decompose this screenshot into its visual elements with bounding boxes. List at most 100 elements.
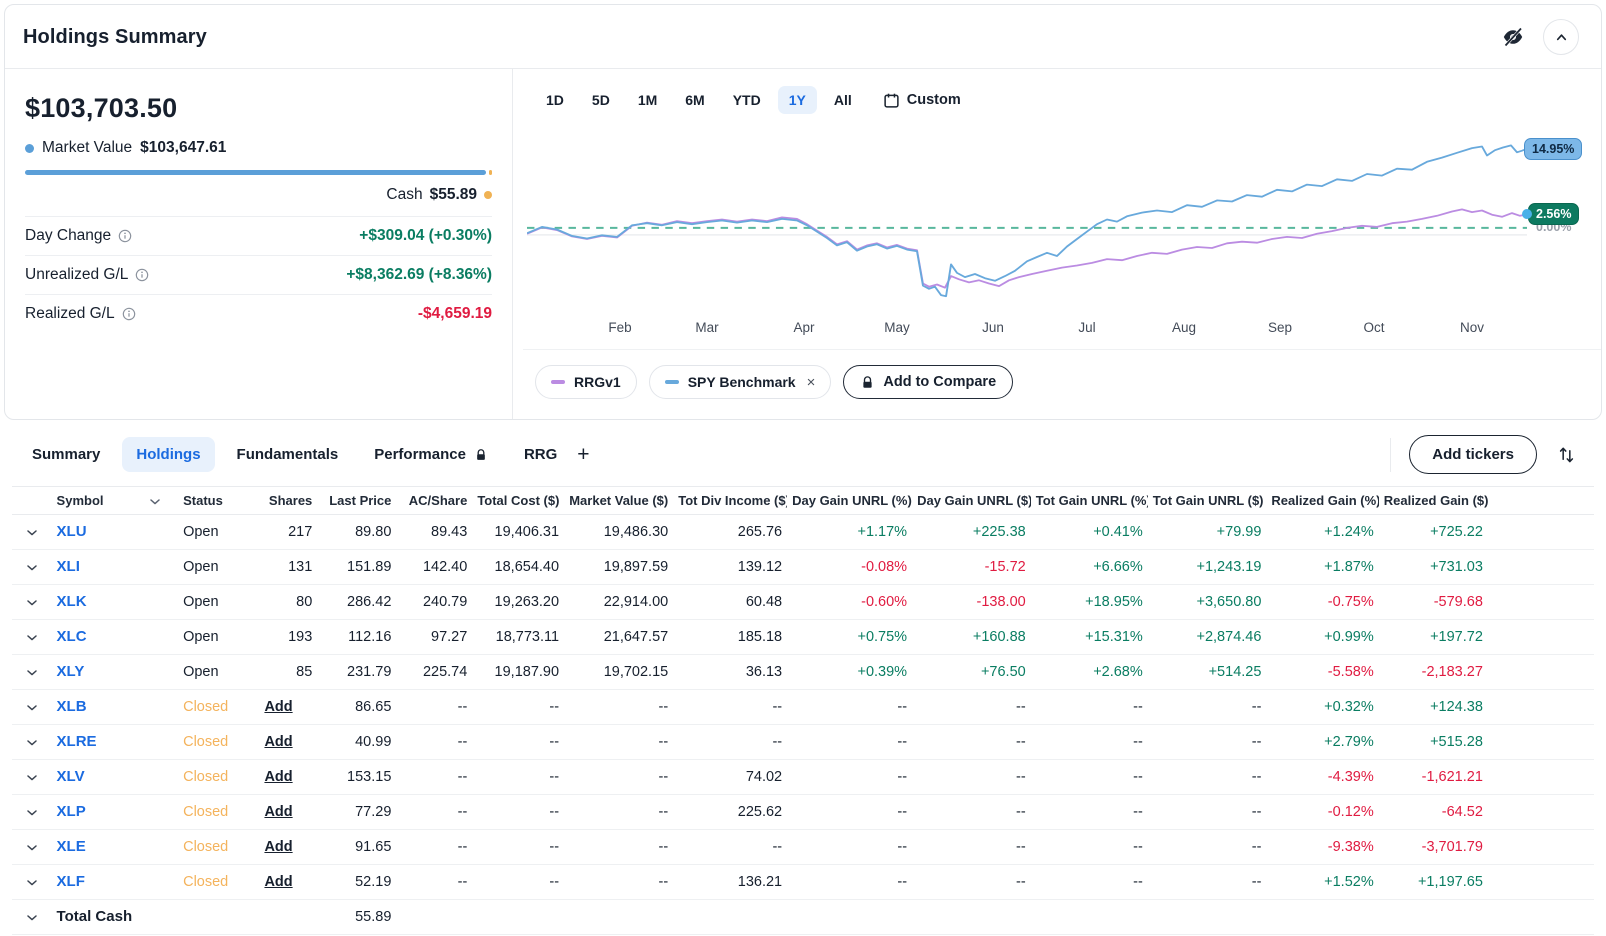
col-header-day_gain_usd[interactable]: Day Gain UNRL ($)	[912, 486, 1031, 515]
tab-summary[interactable]: Summary	[18, 437, 114, 472]
ac_share-cell: --	[396, 864, 473, 900]
row-expander[interactable]	[27, 844, 37, 851]
symbol-link-xlc[interactable]: XLC	[56, 628, 87, 645]
col-header-status[interactable]: Status	[178, 486, 253, 515]
col-header-realized_usd[interactable]: Realized Gain ($)	[1378, 486, 1488, 515]
col-header-realized_pct[interactable]: Realized Gain (%)	[1266, 486, 1379, 515]
add-shares-link[interactable]: Add	[264, 698, 293, 715]
sort-button[interactable]	[1555, 443, 1578, 466]
col-header-tot_gain_usd[interactable]: Tot Gain UNRL ($)	[1147, 486, 1267, 515]
table-row: XLRE Closed Add 40.99 -- -- -- -- -- -- -- -- +2.79%…	[12, 724, 1594, 760]
row-expander[interactable]	[27, 634, 37, 641]
symbol-link-xly[interactable]: XLY	[56, 663, 85, 680]
row-expander[interactable]	[27, 879, 37, 886]
remove-series-icon[interactable]: ×	[806, 373, 816, 391]
row-expander[interactable]	[27, 739, 37, 746]
col-header-shares[interactable]: Shares	[252, 486, 318, 515]
range-button-6m[interactable]: 6M	[674, 86, 715, 114]
symbol-link-xli[interactable]: XLI	[56, 558, 80, 575]
col-header-day_gain_pct[interactable]: Day Gain UNRL (%)	[787, 486, 913, 515]
tot_gain_pct-cell: --	[1030, 794, 1148, 830]
total_cost-cell: 19,406.31	[472, 514, 565, 550]
month-label: Jun	[982, 320, 1004, 335]
status-badge: Open	[183, 523, 219, 540]
day_gain_pct-cell: --	[787, 864, 913, 900]
tot_div_income-cell: 225.62	[673, 794, 788, 830]
range-button-1y[interactable]: 1Y	[777, 86, 817, 114]
col-header-total_cost[interactable]: Total Cost ($)	[472, 486, 565, 515]
day_gain_usd-cell: --	[912, 724, 1031, 760]
tab-rrg[interactable]: RRG	[510, 437, 571, 472]
status-badge: Closed	[183, 838, 229, 855]
chart-x-axis: Feb Mar Apr May Jun Jul Aug Sep Oct Nov	[527, 320, 1527, 341]
spacer-cell	[1487, 549, 1594, 585]
realized_usd-cell: +124.38	[1378, 689, 1488, 725]
symbol-link-xlp[interactable]: XLP	[56, 803, 86, 820]
tab-holdings[interactable]: Holdings	[122, 437, 215, 472]
symbol-link-xlf[interactable]: XLF	[56, 873, 85, 890]
stat-label: Unrealized G/L	[25, 266, 149, 284]
market-value-bar	[25, 170, 486, 175]
add-shares-link[interactable]: Add	[264, 803, 293, 820]
col-header-symbol[interactable]: Symbol	[51, 486, 179, 515]
row-expander[interactable]	[27, 774, 37, 781]
add-shares-link[interactable]: Add	[264, 873, 293, 890]
row-expander[interactable]	[27, 704, 37, 711]
legend-chip-rrgv1[interactable]: RRGv1	[535, 365, 637, 399]
ac_share-cell	[396, 899, 473, 935]
market_value-cell: --	[564, 794, 674, 830]
month-label: Oct	[1363, 320, 1385, 335]
add-tab-button[interactable]: +	[571, 443, 595, 467]
add-shares-link[interactable]: Add	[264, 768, 293, 785]
col-header-market_value[interactable]: Market Value ($)	[564, 486, 674, 515]
col-header-tot_gain_pct[interactable]: Tot Gain UNRL (%)	[1030, 486, 1148, 515]
symbol-cell: XLK	[51, 584, 179, 620]
realized_usd-cell: -579.68	[1378, 584, 1488, 620]
tab-performance[interactable]: Performance	[360, 437, 502, 472]
row-expander[interactable]	[27, 564, 37, 571]
add-shares-link[interactable]: Add	[264, 838, 293, 855]
col-header-label: Last Price	[329, 493, 392, 508]
add-to-compare-button[interactable]: Add to Compare	[843, 365, 1014, 399]
row-expander[interactable]	[27, 599, 37, 606]
status-cell: Open	[178, 584, 253, 620]
symbol-link-xlb[interactable]: XLB	[56, 698, 87, 715]
status-cell: Closed	[178, 759, 253, 795]
row-expander[interactable]	[27, 914, 37, 921]
col-header-ac_share[interactable]: AC/Share	[396, 486, 473, 515]
range-button-ytd[interactable]: YTD	[722, 86, 772, 114]
col-header-last_price[interactable]: Last Price	[317, 486, 397, 515]
symbol-sort-icon[interactable]	[149, 493, 160, 508]
shares-cell: 85	[252, 654, 318, 690]
range-button-all[interactable]: All	[823, 86, 863, 114]
symbol-link-xle[interactable]: XLE	[56, 838, 86, 855]
custom-range-button[interactable]: Custom	[877, 91, 967, 110]
range-button-5d[interactable]: 5D	[581, 86, 621, 114]
col-header-label: Tot Gain UNRL (%)	[1035, 493, 1148, 508]
tab-fundamentals[interactable]: Fundamentals	[223, 437, 353, 472]
row-expander[interactable]	[27, 669, 37, 676]
realized_usd-cell: -3,701.79	[1378, 829, 1488, 865]
symbol-link-xlu[interactable]: XLU	[56, 523, 87, 540]
symbol-cell: XLU	[51, 514, 179, 550]
range-button-1m[interactable]: 1M	[627, 86, 668, 114]
expander-cell	[12, 549, 52, 585]
range-button-1d[interactable]: 1D	[535, 86, 575, 114]
col-header-tot_div_income[interactable]: Tot Div Income ($)	[673, 486, 788, 515]
add-shares-link[interactable]: Add	[264, 733, 293, 750]
symbol-link-xlv[interactable]: XLV	[56, 768, 85, 785]
hide-values-button[interactable]	[1499, 23, 1527, 51]
row-expander[interactable]	[27, 529, 37, 536]
tot_gain_usd-cell: --	[1147, 794, 1267, 830]
performance-chart[interactable]: 14.95% 0.00% 2.56%	[527, 130, 1583, 310]
shares-cell: Add	[252, 759, 318, 795]
collapse-card-button[interactable]	[1543, 19, 1579, 55]
symbol-link-xlre[interactable]: XLRE	[56, 733, 97, 750]
symbol-link-xlk[interactable]: XLK	[56, 593, 87, 610]
tot_div_income-cell: --	[673, 829, 788, 865]
stat-label-text: Unrealized G/L	[25, 266, 129, 283]
legend-chip-spy-benchmark[interactable]: SPY Benchmark ×	[648, 365, 832, 399]
add-tickers-button[interactable]: Add tickers	[1409, 435, 1537, 474]
row-expander[interactable]	[27, 809, 37, 816]
status-cell	[178, 899, 253, 935]
